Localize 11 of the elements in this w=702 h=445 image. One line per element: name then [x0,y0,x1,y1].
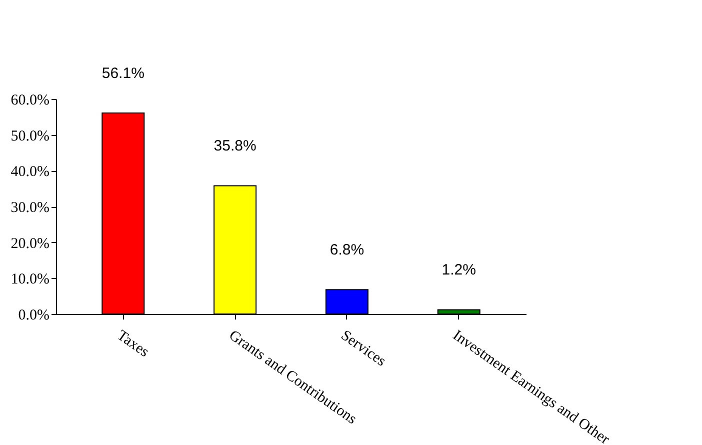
data-label: 56.1% [102,64,144,82]
y-tick-label: 50.0% [10,128,50,144]
y-tick-label: 40.0% [10,164,50,180]
data-label: 6.8% [330,242,364,259]
y-tick-label: 60.0% [10,92,50,108]
y-tick-label: 20.0% [10,236,50,252]
y-tick-label: 30.0% [10,200,50,216]
y-tick-label: 0.0% [18,308,50,324]
data-label: 35.8% [214,138,256,155]
y-tick-label: 10.0% [10,272,50,288]
data-label: 1.2% [442,262,476,279]
